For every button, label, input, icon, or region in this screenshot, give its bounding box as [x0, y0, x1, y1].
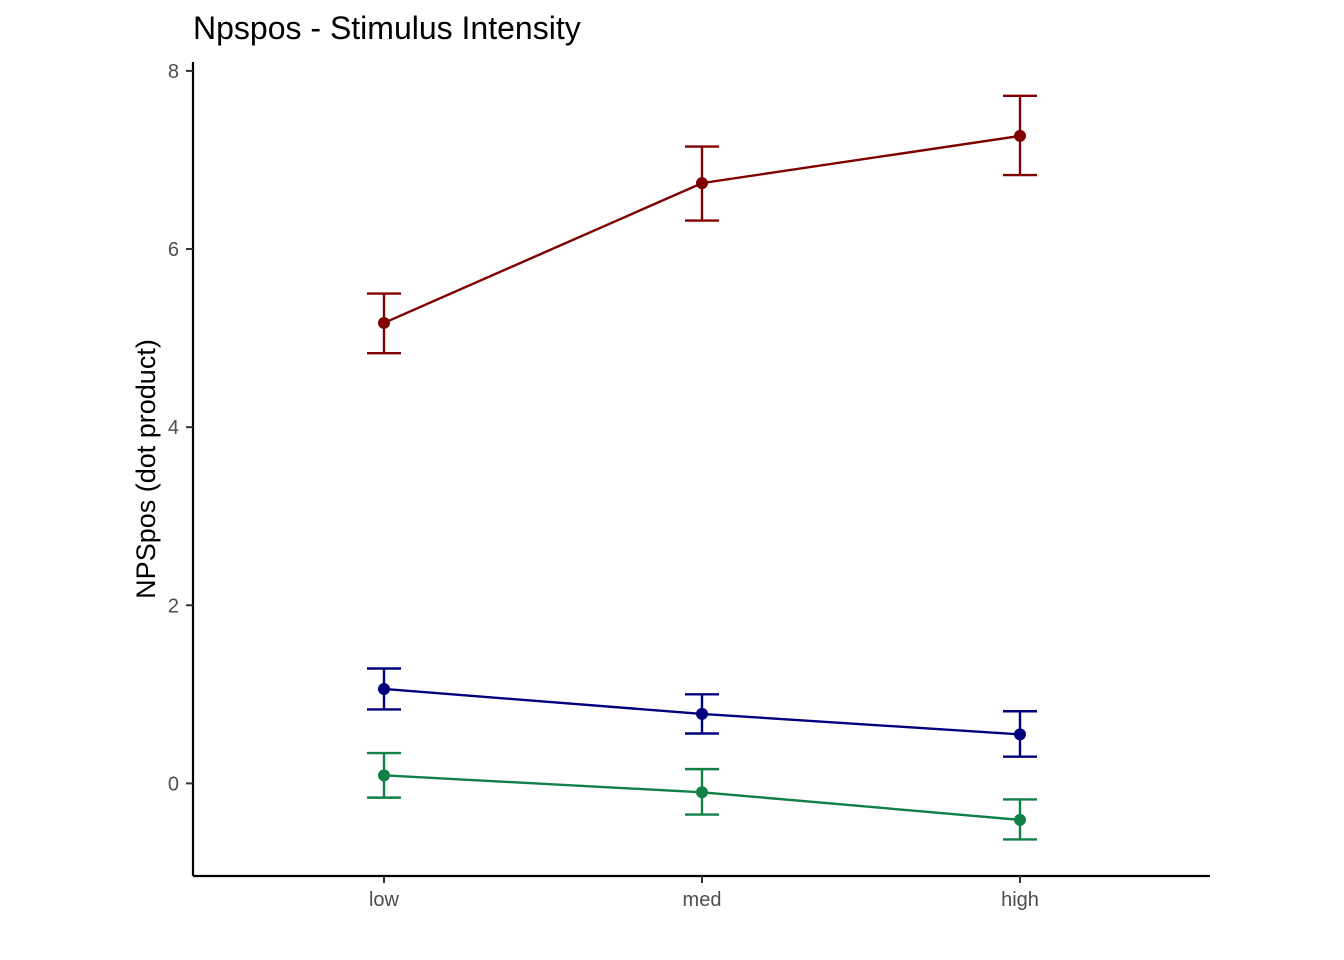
series-2: [367, 667, 1037, 758]
series-3: [367, 751, 1037, 841]
data-point: [1014, 129, 1026, 142]
data-point: [378, 682, 390, 695]
data-point: [696, 707, 708, 720]
x-tick-label: med: [683, 889, 722, 911]
data-point: [1014, 813, 1026, 826]
y-axis-label: NPSpos (dot product): [131, 339, 161, 599]
y-tick-label: 0: [168, 773, 179, 795]
x-tick-label: low: [369, 889, 400, 911]
chart-title: Npspos - Stimulus Intensity: [193, 10, 581, 46]
series-1: [367, 94, 1037, 355]
data-point: [378, 769, 390, 782]
y-tick-label: 4: [168, 417, 179, 439]
axes: 0 2 4 6 8 low med high: [168, 61, 1210, 911]
y-tick-label: 2: [168, 595, 179, 617]
x-tick-label: high: [1001, 889, 1039, 911]
y-tick-label: 8: [168, 61, 179, 83]
y-tick-label: 6: [168, 239, 179, 261]
data-point: [696, 177, 708, 190]
data-point: [378, 316, 390, 329]
data-point: [696, 786, 708, 799]
data-point: [1014, 728, 1026, 741]
series-group: [367, 94, 1037, 841]
